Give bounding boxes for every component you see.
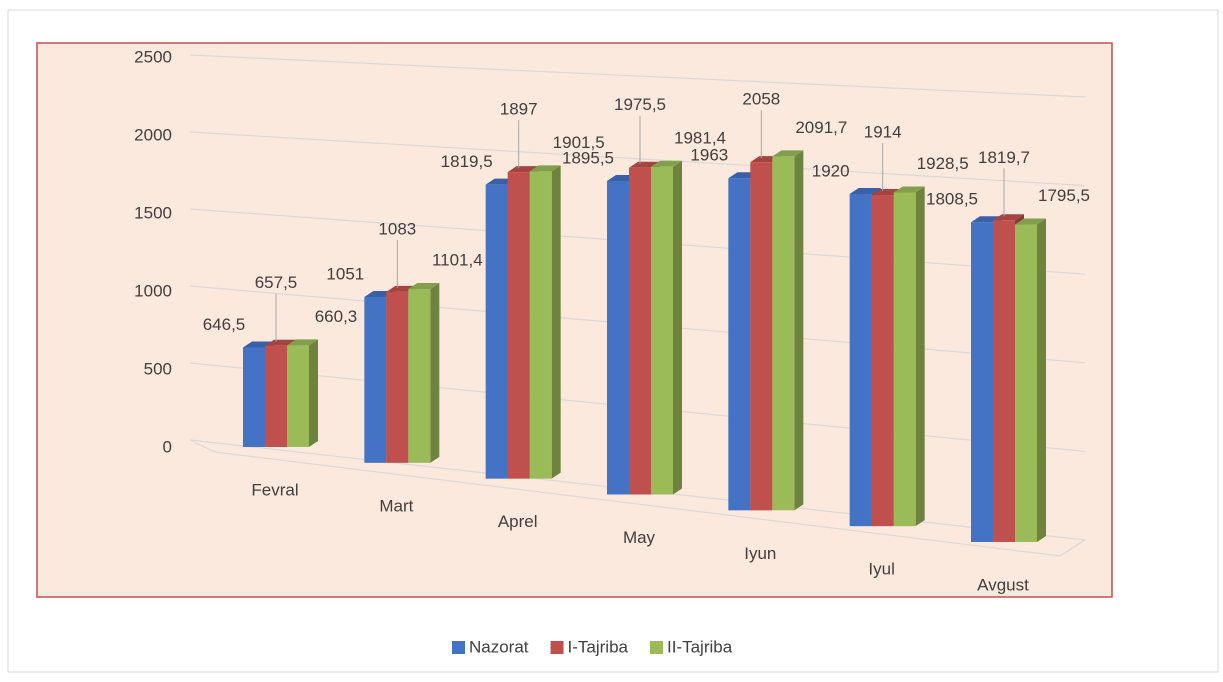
bar-top	[651, 160, 682, 167]
bar	[408, 289, 431, 463]
x-tick-label: Aprel	[498, 512, 538, 531]
data-label: 1101,4	[432, 251, 483, 270]
y-tick-label: 1500	[134, 203, 172, 222]
data-label: 1895,5	[562, 148, 614, 167]
bar	[971, 222, 993, 542]
bar	[507, 172, 530, 479]
data-label: 660,3	[315, 307, 358, 326]
x-tick-label: Fevral	[251, 480, 298, 499]
bar	[364, 296, 387, 463]
plot: 0 500 1000 1500 2000 2500 Fevral 646,5 657,5 660,…	[134, 47, 1090, 594]
bar-top	[993, 214, 1024, 221]
bar	[1015, 224, 1037, 542]
y-tick-label: 500	[144, 359, 172, 378]
bar	[849, 194, 872, 527]
bar	[893, 192, 916, 527]
bar-side	[794, 150, 804, 511]
bar-side	[673, 160, 682, 495]
y-tick-label: 2000	[134, 125, 172, 144]
bar-top	[1015, 218, 1046, 225]
bar	[871, 195, 894, 527]
data-label: 1914	[864, 123, 902, 142]
x-tick-label: Mart	[379, 496, 413, 515]
bar	[287, 345, 309, 447]
bar-top	[265, 339, 296, 346]
bar	[629, 167, 651, 495]
grid-line	[189, 54, 1086, 98]
legend-swatch	[550, 641, 564, 654]
data-label: 1928,5	[917, 154, 969, 173]
data-label: 657,5	[255, 273, 298, 292]
data-label: 646,5	[203, 315, 246, 334]
bar	[607, 180, 629, 495]
legend-label: II-Tajriba	[667, 637, 733, 656]
bar-side	[551, 165, 561, 479]
x-tick-label: Iyul	[868, 560, 894, 579]
bar-top	[408, 283, 440, 290]
floor-edge	[189, 439, 1086, 557]
bar	[386, 291, 409, 463]
bar-side	[309, 339, 318, 447]
bar-top	[849, 188, 881, 195]
y-tick-label: 1000	[134, 281, 172, 300]
data-label: 1083	[378, 219, 416, 238]
plot-area	[36, 42, 1113, 598]
data-label: 1901,5	[553, 133, 605, 152]
data-label: 1897	[500, 100, 538, 119]
x-tick-label: Iyun	[744, 544, 776, 563]
bar-top	[893, 186, 925, 193]
data-label: 2091,7	[795, 118, 847, 137]
bar-top	[287, 339, 318, 346]
x-tick-label: May	[623, 528, 656, 547]
legend-label: Nazorat	[469, 637, 529, 656]
grid-line	[189, 131, 1086, 187]
data-label: 1819,7	[978, 148, 1030, 167]
bar	[651, 166, 673, 495]
y-tick-label: 2500	[134, 47, 172, 66]
bar	[728, 178, 751, 511]
bar	[993, 220, 1015, 542]
data-label: 1981,4	[674, 128, 726, 147]
data-label: 1795,5	[1038, 186, 1090, 205]
bar	[243, 347, 265, 447]
legend-label: I-Tajriba	[568, 637, 629, 656]
bar-side	[915, 186, 925, 527]
data-label: 1963	[690, 146, 728, 165]
x-tick-label: Avgust	[977, 575, 1029, 594]
data-label: 2058	[742, 90, 780, 109]
bar-top	[772, 150, 804, 157]
data-label: 1975,5	[614, 95, 666, 114]
legend-swatch	[650, 641, 663, 654]
bar	[485, 184, 508, 479]
data-label: 1808,5	[926, 190, 978, 209]
bar	[265, 345, 287, 447]
data-label: 1051	[326, 264, 364, 283]
bar	[529, 171, 552, 479]
bar-top	[529, 165, 561, 172]
bar	[750, 162, 773, 511]
bar-side	[1037, 218, 1046, 542]
legend-swatch	[452, 641, 465, 654]
y-tick-label: 0	[163, 437, 172, 456]
bar	[772, 156, 795, 511]
data-label: 1819,5	[441, 152, 493, 171]
data-label: 1920	[812, 161, 850, 180]
bar-side	[430, 283, 440, 463]
